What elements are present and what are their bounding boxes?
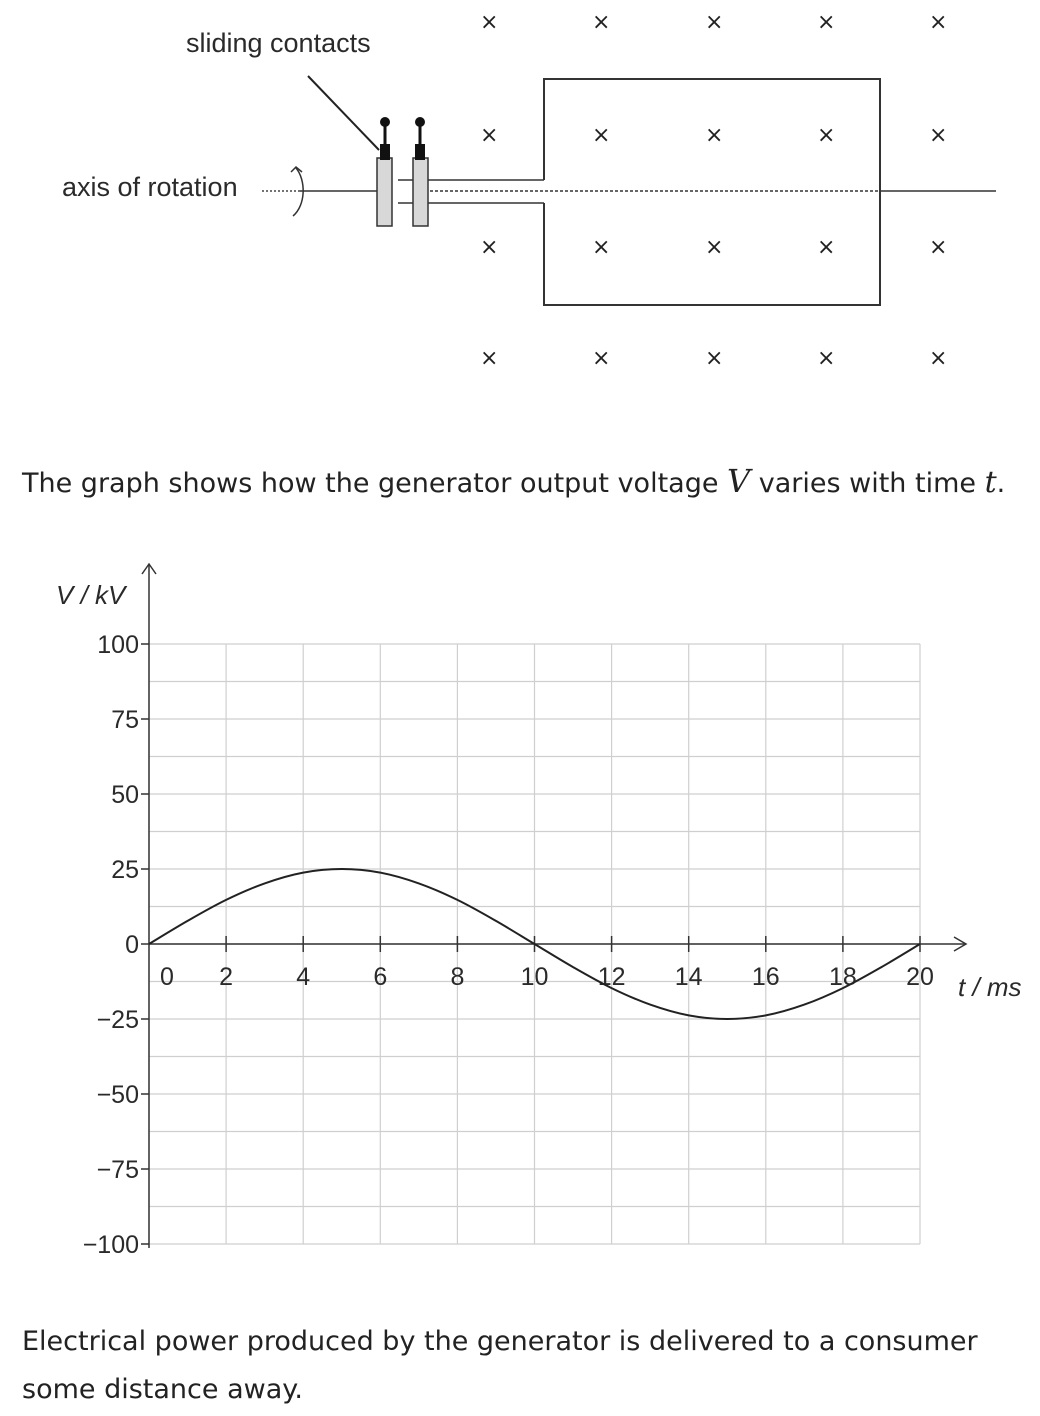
x-axis-label: t / ms xyxy=(958,972,1022,1002)
field-cross-icon: × xyxy=(705,346,724,371)
field-cross-icon: × xyxy=(592,10,611,35)
chart-ticks: 100 75 50 25 0 −25 −50 −75 −100 0 2 4 6 8 10 12 14 16 18 20 xyxy=(83,631,934,1259)
x-tick-label: 20 xyxy=(906,963,934,991)
x-tick-label: 6 xyxy=(373,963,387,991)
x-tick-label: 4 xyxy=(296,963,310,991)
intro-text-before: The graph shows how the generator output… xyxy=(22,468,728,499)
x-tick-label: 16 xyxy=(752,963,780,991)
intro-text: The graph shows how the generator output… xyxy=(22,462,1005,500)
voltage-time-chart: 100 75 50 25 0 −25 −50 −75 −100 0 2 4 6 8 10 12 14 16 18 20… xyxy=(56,562,1022,1259)
axis-of-rotation-label: axis of rotation xyxy=(62,172,238,202)
sliding-contacts-label: sliding contacts xyxy=(186,28,371,58)
y-tick-label: 0 xyxy=(125,931,139,959)
field-cross-icon: × xyxy=(929,235,948,260)
field-cross-icon: × xyxy=(929,123,948,148)
x-tick-label: 2 xyxy=(219,963,233,991)
y-tick-label: −100 xyxy=(83,1231,139,1259)
voltage-curve xyxy=(148,867,921,1021)
y-tick-label: −75 xyxy=(97,1156,139,1184)
field-cross-icon: × xyxy=(817,346,836,371)
intro-text-middle: varies with time xyxy=(750,468,985,499)
field-cross-icon: × xyxy=(480,235,499,260)
sliding-contacts-pointer xyxy=(307,75,380,151)
field-cross-icon: × xyxy=(480,123,499,148)
field-cross-icon: × xyxy=(929,346,948,371)
x-tick-label: 10 xyxy=(521,963,549,991)
brush-left-terminal xyxy=(380,117,390,127)
intro-var-v: V xyxy=(727,462,751,500)
field-cross-icon: × xyxy=(592,123,611,148)
y-tick-label: 100 xyxy=(97,631,139,659)
generator-diagram: sliding contacts axis of rotation × × × × × ×… xyxy=(0,0,1040,400)
x-tick-label: 0 xyxy=(160,963,174,991)
slip-ring-left xyxy=(376,157,393,227)
y-axis-arrowhead xyxy=(141,562,157,575)
intro-var-t: t xyxy=(984,465,997,500)
field-cross-icon: × xyxy=(592,346,611,371)
y-tick-label: 25 xyxy=(111,856,139,884)
field-cross-icon: × xyxy=(480,10,499,35)
field-cross-icon: × xyxy=(817,235,836,260)
y-tick-label: 75 xyxy=(111,706,139,734)
x-tick-label: 14 xyxy=(675,963,703,991)
closing-text: Electrical power produced by the generat… xyxy=(22,1326,978,1405)
y-tick-label: −50 xyxy=(97,1081,139,1109)
y-tick-label: −25 xyxy=(97,1006,139,1034)
brush-right xyxy=(415,144,425,160)
field-cross-icon: × xyxy=(817,123,836,148)
rotation-arrow xyxy=(292,167,304,217)
coil xyxy=(543,78,881,306)
x-tick-label: 18 xyxy=(829,963,857,991)
x-tick-label: 12 xyxy=(598,963,626,991)
field-cross-icon: × xyxy=(705,123,724,148)
x-tick-label: 8 xyxy=(450,963,464,991)
field-cross-icon: × xyxy=(480,346,499,371)
y-tick-label: 50 xyxy=(111,781,139,809)
field-cross-icon: × xyxy=(817,10,836,35)
y-axis-label: V / kV xyxy=(56,580,128,610)
field-cross-icon: × xyxy=(705,10,724,35)
rotation-arrowhead xyxy=(290,165,303,173)
field-cross-icon: × xyxy=(592,235,611,260)
generator-diagram-lines xyxy=(262,75,996,306)
chart-axes xyxy=(141,562,968,1248)
brush-left xyxy=(380,144,390,160)
chart-grid xyxy=(148,643,921,1245)
brush-right-terminal xyxy=(415,117,425,127)
intro-text-after: . xyxy=(996,468,1006,499)
slip-ring-right xyxy=(412,157,429,227)
x-axis-arrowhead xyxy=(953,936,968,952)
field-cross-icon: × xyxy=(929,10,948,35)
field-cross-icon: × xyxy=(705,235,724,260)
